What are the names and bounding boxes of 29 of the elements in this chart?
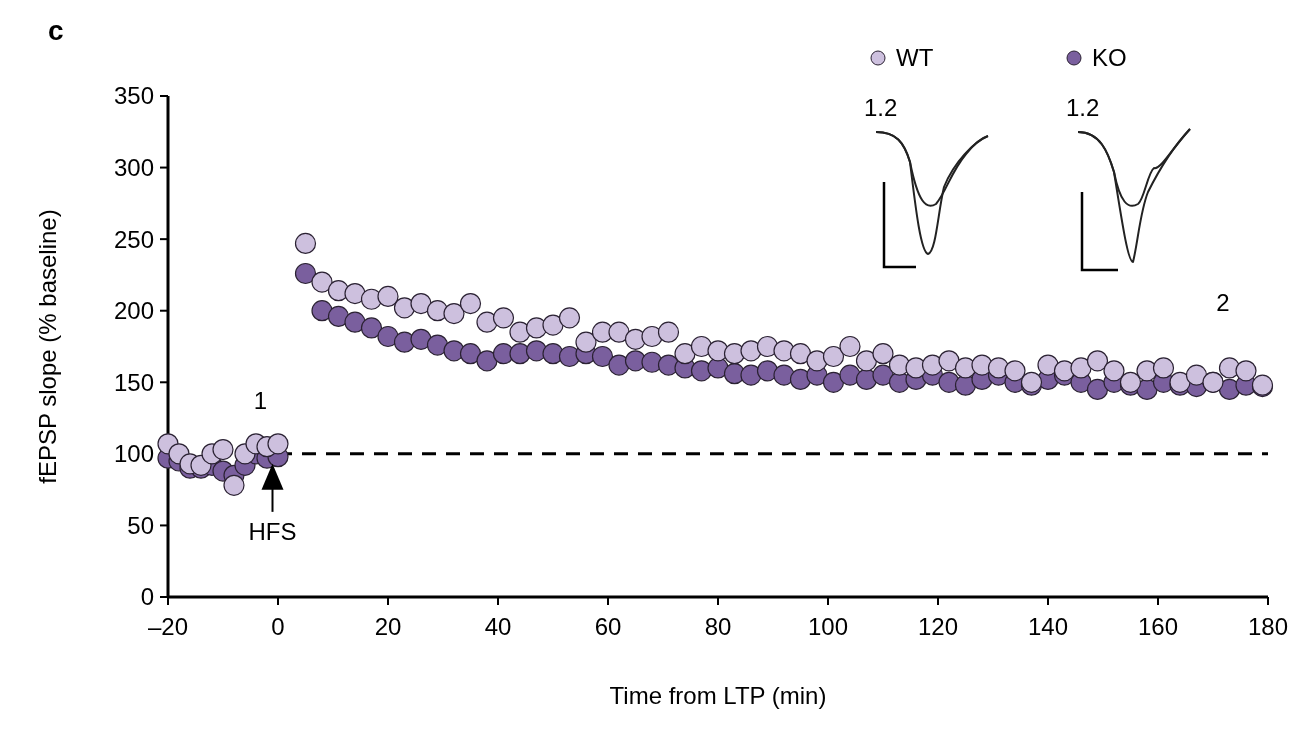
annotation: 1.2	[864, 94, 898, 121]
annotation: 2	[1216, 288, 1230, 316]
legend-label: KO	[1092, 44, 1127, 72]
y-tick-label: 350	[113, 82, 154, 110]
x-tick-label: 180	[1247, 613, 1289, 640]
x-tick-label: 80	[704, 613, 732, 640]
y-tick-label: 300	[113, 153, 154, 181]
x-tick-label: 60	[594, 613, 622, 640]
x-tick-label: 140	[1027, 613, 1069, 640]
text: c	[48, 15, 64, 46]
x-tick-label: 0	[271, 613, 285, 640]
x-tick-label: 100	[807, 613, 849, 640]
y-tick-label: 0	[140, 583, 154, 611]
y-axis-title: fEPSP slope (% baseline)	[34, 209, 61, 484]
x-tick-label: 20	[374, 613, 402, 640]
y-tick-label: 100	[113, 440, 154, 468]
legend-label: WT	[896, 44, 934, 72]
y-tick-label: 200	[113, 297, 154, 325]
x-tick-label: –20	[147, 613, 189, 640]
annotation: 1.2	[1066, 94, 1100, 121]
x-axis-title: Time from LTP (min)	[609, 682, 827, 709]
x-tick-label: 160	[1137, 613, 1179, 640]
y-tick-label: 50	[127, 511, 154, 539]
y-tick-label: 250	[113, 225, 154, 253]
annotation: 1	[253, 386, 268, 414]
y-tick-label: 150	[113, 368, 154, 396]
annotation: HFS	[248, 517, 297, 545]
x-tick-label: 120	[917, 613, 959, 640]
x-tick-label: 40	[484, 613, 512, 640]
